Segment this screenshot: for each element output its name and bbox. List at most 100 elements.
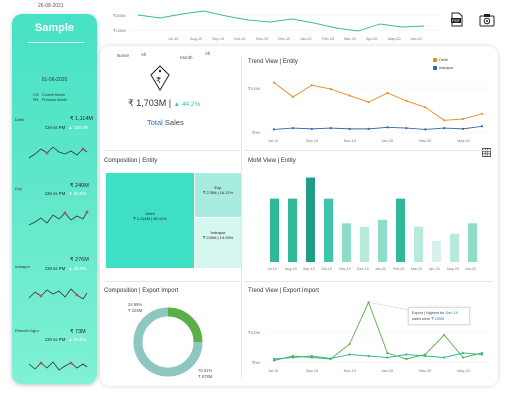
x-tick: Mar-20 [411,267,422,271]
x-tick: Jul-19 [267,267,277,271]
x-tick: Oct-19 [234,37,245,41]
data-point [405,353,408,356]
data-point [348,94,351,97]
x-tick: May-20 [447,267,459,271]
data-point [443,356,446,359]
x-tick: Apr-20 [429,267,440,271]
x-axis-labels: Jul-19 Aug-19 Sep-19 Oct-19 Nov-19 Dec-19 Jan-… [168,37,422,41]
bar [270,198,279,262]
donut-slice [167,307,203,343]
y-tick: ₹0M [252,131,260,135]
svg-text:₹: ₹ [156,76,161,85]
bar [360,226,369,262]
entity-cm-vs-pm: CM vs PM ▲ 50.0% [45,337,87,342]
treemap-delhi[interactable]: Delhi ₹ 1,114M | 65.41% [106,173,194,268]
filter-month-select[interactable]: All [205,51,211,56]
x-tick: Jun-20 [410,37,422,41]
section-title: Composition | Entity [104,158,158,164]
legend-delhi: Delhi [433,58,448,62]
data-point [291,356,295,359]
section-title: MoM View | Entity [248,158,296,164]
entity-value: ₹ 1,114M [70,116,93,122]
y-tick: ₹200M [248,87,260,91]
data-point [386,356,389,359]
x-tick: Nov-19 [339,267,351,271]
legend-indrapur: Indrapur [433,66,453,70]
donut-label: ₹ 678M [198,374,213,379]
x-tick: Aug-19 [285,267,297,271]
entity-cm-vs-pm: CM vs PM ▲ 100.0% [45,125,89,130]
series-line [273,125,483,130]
data-point [291,95,295,98]
y-tick: ₹200M [113,13,126,18]
bar [324,198,333,262]
data-point [443,127,446,130]
trend-export-chart: ₹100M ₹0M Jul-19 Sep-19 Nov-19 Jan-20 Mar-20 Ma… [248,301,488,373]
divider [28,42,84,43]
filter-name-select[interactable]: All [141,52,147,57]
x-tick: Aug-19 [190,37,202,41]
svg-text:PDF: PDF [452,18,461,23]
data-point [367,354,370,358]
trend-entity-chart: ₹200M ₹0M Jul-19 Sep-19 Nov-19 Jan-20 Mar-20 Ma… [248,81,488,143]
entity-cm-vs-pm: CM vs PM ▼ 50.0% [45,191,87,196]
mom-bar-chart: Jul-19 Aug-19 Sep-19 Oct-19 Nov-19 Dec-19 Jan-… [267,177,477,271]
rupee-tag-icon: ₹ [150,65,170,91]
report-date: 26-08-2021 [38,3,64,9]
top-trend-chart: ₹200M ₹100M Jul-19 Aug-19 Sep-19 Oct-19 Nov-… [113,10,440,41]
total-sales-label: Total Sales [147,118,184,127]
donut-label: 75.01% [198,368,212,373]
treemap-exp[interactable]: Exp ₹ 276M | 16.21% [195,173,241,217]
data-point [310,127,313,130]
data-point [461,356,465,359]
data-point [386,91,389,95]
chart-tooltip: Export | Highest for Dec-19 sales were ₹… [408,307,470,325]
y-tick: ₹100M [113,28,126,33]
entity-name: Delhi [15,117,25,122]
entity-value: ₹ 276M [70,257,89,263]
sparkline-ebworld-agro [28,361,88,371]
x-tick: Jul-19 [168,37,178,41]
x-tick: Sep-19 [303,267,315,271]
bar [432,240,441,262]
data-point [424,106,427,109]
entity-name: Ebworld Agro [15,328,39,333]
x-tick: Mar-20 [419,139,431,143]
x-tick: Dec-19 [357,267,369,271]
data-point [272,81,276,84]
entity-name: Indrapur [15,264,30,269]
data-point [443,333,446,337]
x-tick: Mar-20 [344,37,356,41]
entity-value: ₹ 73M [70,329,86,335]
x-tick: May-20 [457,369,470,373]
sparkline-exp [28,210,89,226]
data-point [348,127,351,130]
x-tick: Jan-20 [300,37,312,41]
section-title: Composition | Export Import [104,288,179,294]
data-point [461,127,465,130]
data-point [405,357,408,361]
data-point [405,127,408,130]
pdf-icon[interactable]: PDF [450,12,464,27]
y-tick: ₹0M [252,361,260,365]
filter-name-label: Name [117,53,130,58]
legend-cm: CM Current Month [33,93,65,97]
x-tick: Dec-19 [278,37,290,41]
table-view-icon[interactable] [482,148,491,157]
x-tick: Nov-19 [256,37,268,41]
filter-month-label: Month [180,55,193,60]
bar [378,219,387,262]
x-tick: May-20 [457,139,470,143]
bar [468,223,477,262]
divider [245,281,493,282]
camera-icon[interactable] [479,12,495,27]
data-point [480,353,484,356]
treemap-indrapur[interactable]: Indrapur ₹ 240M | 14.09% [195,218,241,268]
x-tick: May-20 [388,37,401,41]
bar [342,223,351,262]
data-point [367,101,370,104]
data-point [329,357,332,360]
data-point [386,351,389,355]
sparkline-indrapur [28,288,88,300]
total-sales-value: ₹ 1,703M | ▲ 44.2% [128,98,201,108]
